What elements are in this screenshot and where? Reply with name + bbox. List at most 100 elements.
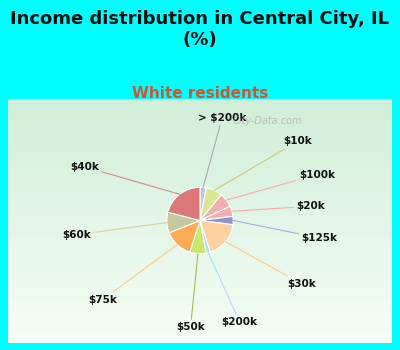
Bar (8, 276, 392, 278)
Bar (8, 268, 392, 271)
Bar (8, 214, 392, 217)
Bar (8, 261, 392, 263)
Bar (8, 300, 392, 302)
Text: White residents: White residents (132, 86, 268, 101)
Bar (8, 244, 392, 246)
Bar (8, 146, 392, 148)
Bar (8, 134, 392, 136)
Wedge shape (200, 206, 233, 220)
Text: > $200k: > $200k (198, 113, 246, 188)
Bar (8, 315, 392, 317)
Bar (8, 212, 392, 214)
Bar (8, 322, 392, 325)
Bar (8, 224, 392, 227)
Bar (8, 175, 392, 178)
Bar (8, 263, 392, 266)
Bar (8, 141, 392, 144)
Bar (8, 131, 392, 134)
Bar (8, 160, 392, 163)
Bar (8, 330, 392, 332)
Text: Income distribution in Central City, IL
(%): Income distribution in Central City, IL … (10, 10, 390, 49)
Wedge shape (200, 195, 230, 220)
Bar (8, 232, 392, 234)
Wedge shape (200, 220, 210, 253)
Bar (8, 302, 392, 305)
Bar (8, 153, 392, 155)
Wedge shape (200, 220, 233, 252)
Bar (8, 286, 392, 288)
Bar (8, 266, 392, 268)
Bar (8, 229, 392, 232)
Bar (8, 253, 392, 256)
Wedge shape (168, 187, 200, 220)
Text: $125k: $125k (233, 220, 337, 243)
Bar (8, 155, 392, 158)
Bar (8, 219, 392, 222)
Text: City-Data.com: City-Data.com (232, 116, 302, 126)
Bar (8, 290, 392, 293)
Bar (8, 281, 392, 283)
Bar (8, 342, 392, 344)
Bar (8, 227, 392, 229)
Bar (8, 320, 392, 322)
Bar (8, 185, 392, 188)
Bar (8, 180, 392, 183)
Bar (8, 195, 392, 197)
Bar (8, 332, 392, 335)
Text: $20k: $20k (232, 201, 325, 211)
Bar (8, 129, 392, 131)
Bar (8, 158, 392, 160)
Bar (8, 217, 392, 219)
Bar (8, 116, 392, 119)
Text: $75k: $75k (88, 245, 177, 304)
Bar (8, 166, 392, 168)
Bar (8, 168, 392, 170)
Bar (8, 335, 392, 337)
Bar (8, 124, 392, 126)
Bar (8, 102, 392, 104)
Wedge shape (200, 187, 206, 220)
Bar (8, 258, 392, 261)
Bar (8, 104, 392, 107)
Bar (8, 222, 392, 224)
Bar (8, 298, 392, 300)
Bar (8, 273, 392, 276)
Bar (8, 305, 392, 308)
Bar (8, 183, 392, 185)
Bar (8, 251, 392, 253)
Bar (8, 119, 392, 121)
Text: $10k: $10k (214, 136, 312, 190)
Bar (8, 107, 392, 109)
Bar (8, 248, 392, 251)
Text: $60k: $60k (62, 223, 167, 240)
Bar (8, 271, 392, 273)
Bar (8, 278, 392, 281)
Bar (8, 209, 392, 212)
Bar (8, 99, 392, 102)
Bar (8, 136, 392, 139)
Bar (8, 144, 392, 146)
Bar (8, 188, 392, 190)
Bar (8, 325, 392, 327)
Bar (8, 293, 392, 295)
Bar (8, 190, 392, 193)
Wedge shape (200, 216, 233, 225)
Bar (8, 126, 392, 129)
Bar (8, 295, 392, 298)
Wedge shape (190, 220, 206, 254)
Bar (8, 170, 392, 173)
Bar (8, 241, 392, 244)
Bar (8, 310, 392, 312)
Text: $100k: $100k (226, 170, 335, 200)
Bar (8, 114, 392, 116)
Bar (8, 239, 392, 241)
Bar (8, 246, 392, 248)
Bar (8, 139, 392, 141)
Bar (8, 163, 392, 166)
Bar (8, 193, 392, 195)
Bar (8, 173, 392, 175)
Bar (8, 256, 392, 258)
Bar (8, 340, 392, 342)
Bar (8, 327, 392, 330)
Bar (8, 148, 392, 150)
